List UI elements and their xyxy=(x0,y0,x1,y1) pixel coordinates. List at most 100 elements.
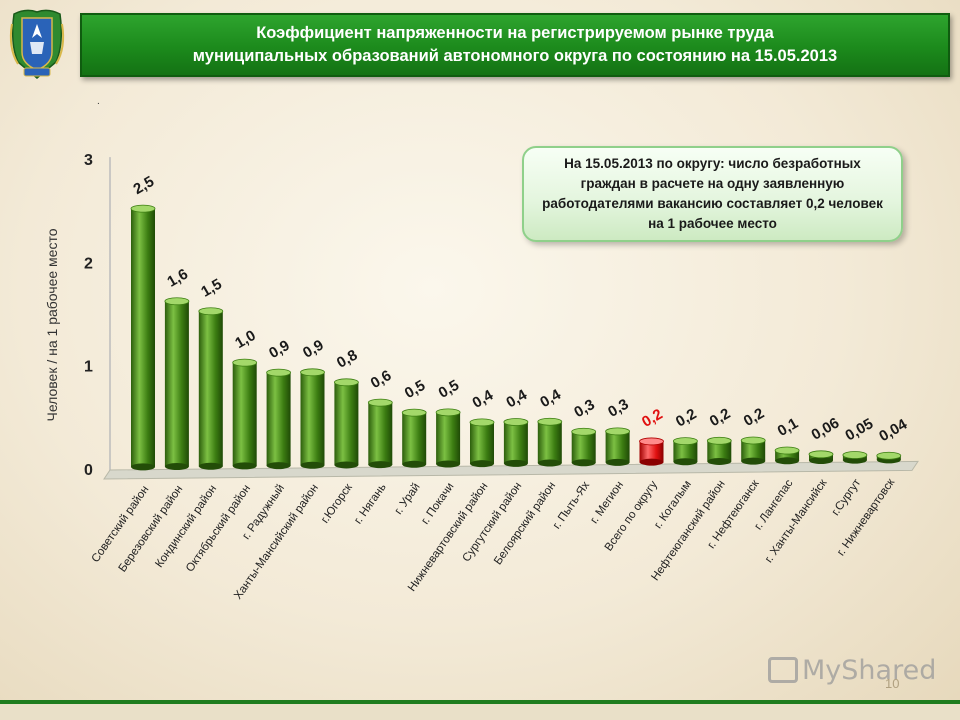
bar xyxy=(232,358,258,470)
bar-top xyxy=(503,418,529,426)
bar-top xyxy=(333,378,359,387)
bar xyxy=(164,297,190,471)
bar-body xyxy=(537,421,562,464)
bar xyxy=(198,307,224,470)
data-label: 0,2 xyxy=(639,406,666,431)
data-label: 0,3 xyxy=(571,396,598,421)
bar-base xyxy=(470,460,494,468)
bar-base xyxy=(368,461,393,469)
bar-top xyxy=(164,297,190,306)
bar-top xyxy=(198,307,224,316)
data-label: 0,06 xyxy=(809,414,843,443)
bar-body xyxy=(131,208,155,467)
bar-base xyxy=(503,459,528,467)
bar-top xyxy=(673,437,698,446)
title-banner: Коэффициент напряженности на регистрируе… xyxy=(80,13,950,77)
bar xyxy=(774,446,800,465)
data-label: 0,9 xyxy=(300,337,327,362)
bar-top xyxy=(842,451,868,459)
bar xyxy=(876,451,902,464)
data-label: 1,6 xyxy=(164,266,191,291)
bar-body xyxy=(436,412,461,464)
data-label: 0,8 xyxy=(334,347,361,372)
bar xyxy=(571,427,597,467)
bar-body xyxy=(775,450,800,461)
data-label: 0,9 xyxy=(266,337,293,362)
bar-base xyxy=(334,461,359,469)
bar-body xyxy=(707,440,732,462)
bar-body xyxy=(300,372,325,466)
category-label: Октябрьский район xyxy=(184,483,253,575)
bar-base xyxy=(707,457,732,465)
data-label: 0,2 xyxy=(673,405,700,430)
bar-top xyxy=(774,446,800,455)
bar-base xyxy=(232,462,257,470)
bar-base xyxy=(266,462,291,470)
footer-line xyxy=(0,700,960,704)
bar-top xyxy=(537,417,563,426)
bar-top xyxy=(469,418,495,427)
bar-body xyxy=(673,441,698,462)
bar-top xyxy=(876,451,902,460)
bar-base xyxy=(436,460,461,468)
bar-body xyxy=(503,422,528,464)
bar xyxy=(605,427,630,466)
bar-top xyxy=(130,204,156,213)
data-label: 2,5 xyxy=(131,173,158,198)
bar xyxy=(401,408,427,468)
bar-top xyxy=(266,368,292,377)
bar-base xyxy=(673,458,698,466)
category-label: Кондинский район xyxy=(153,483,219,570)
bar-top xyxy=(401,408,427,417)
footer-strip xyxy=(0,704,960,720)
data-label: 0,6 xyxy=(368,367,395,392)
y-tick-label: 2 xyxy=(84,255,93,272)
bar-base xyxy=(131,463,155,471)
category-label: Сургутский район xyxy=(460,480,524,564)
bar-body xyxy=(605,431,630,463)
bar-top xyxy=(367,398,393,407)
bar-base xyxy=(402,460,427,468)
category-label: г. Нягань xyxy=(352,481,388,526)
bar xyxy=(469,418,495,468)
watermark-logo-icon xyxy=(768,657,798,683)
bar xyxy=(367,398,393,469)
marker-dot: . xyxy=(97,96,100,107)
bar-body xyxy=(571,431,596,463)
y-tick-label: 0 xyxy=(84,462,93,479)
category-label: г. Урай xyxy=(393,481,423,517)
info-callout: На 15.05.2013 по округу: число безработн… xyxy=(522,146,903,242)
data-label: 0,2 xyxy=(741,405,768,430)
bar-body xyxy=(266,372,291,466)
bar-body xyxy=(198,311,223,467)
watermark: MyShared xyxy=(768,655,936,686)
bar xyxy=(130,204,156,471)
category-label: г.Сургут xyxy=(830,476,864,517)
page-number: 10 xyxy=(885,676,900,691)
bar-body xyxy=(232,362,257,466)
bar-body xyxy=(470,422,494,464)
bar-highlight xyxy=(639,437,664,466)
bar-top xyxy=(706,436,732,445)
y-axis-label: Человек / на 1 рабочее место xyxy=(44,228,60,421)
bar xyxy=(503,418,529,467)
data-label: 0,5 xyxy=(402,377,429,402)
bar-base xyxy=(809,456,833,464)
bar xyxy=(537,417,563,467)
data-label: 0,1 xyxy=(775,415,802,440)
bar-top xyxy=(605,427,630,436)
category-label: г. Ханты-Мансийск xyxy=(763,477,830,566)
bar-body xyxy=(402,412,427,465)
bar-base xyxy=(164,463,189,471)
data-label: 0,3 xyxy=(605,396,632,421)
bar xyxy=(842,451,868,464)
bar-body xyxy=(741,440,766,462)
data-label: 0,04 xyxy=(876,416,910,446)
bar-top xyxy=(571,427,597,436)
title-line-1: Коэффициент напряженности на регистрируе… xyxy=(256,24,774,42)
title-line-2: муниципальных образований автономного ок… xyxy=(192,47,838,65)
category-label: г. Мегион xyxy=(588,479,626,526)
bar xyxy=(808,450,834,464)
coat-of-arms-icon xyxy=(9,9,65,79)
